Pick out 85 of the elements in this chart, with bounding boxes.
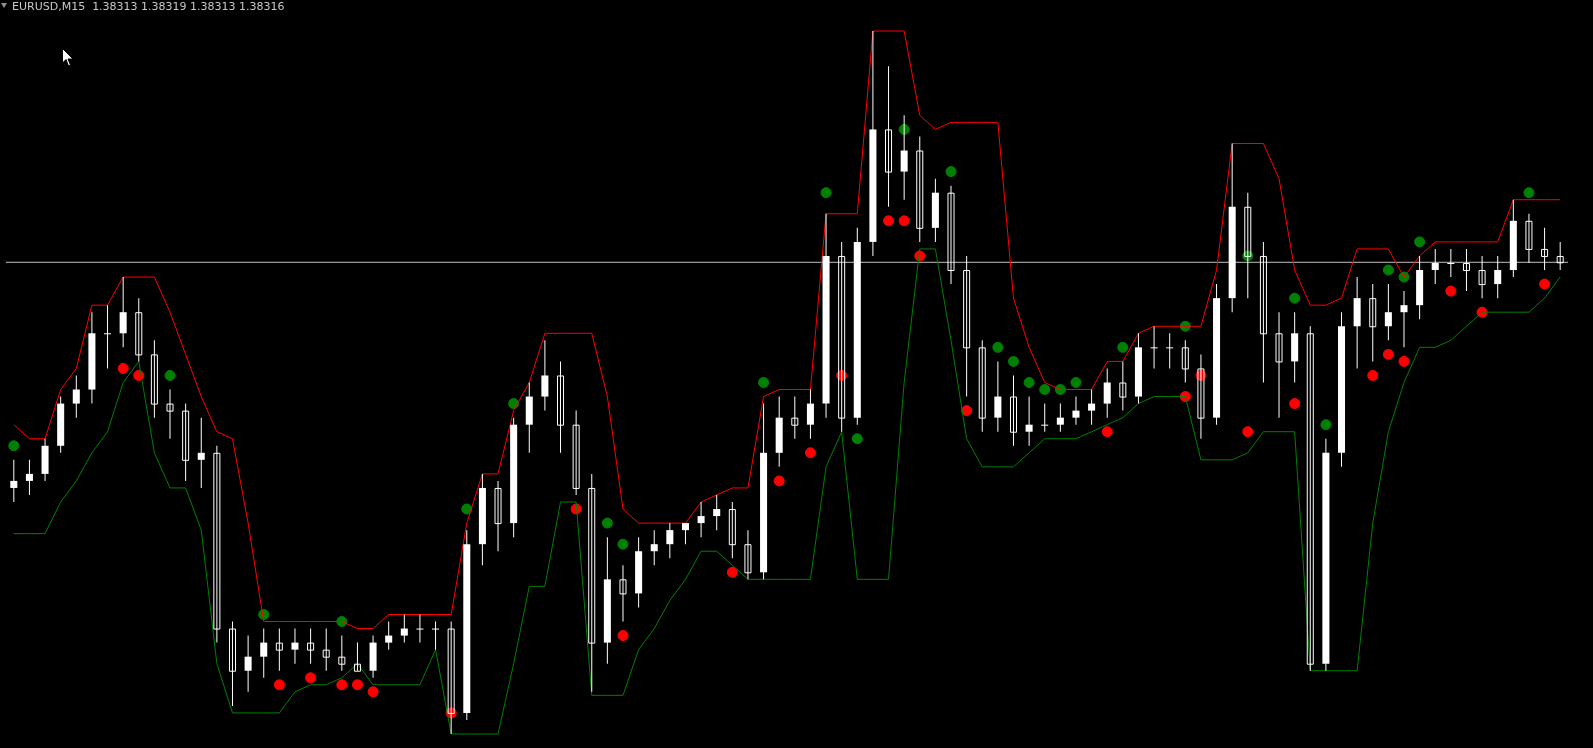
candlestick (1369, 284, 1377, 362)
candlestick (963, 255, 971, 397)
candlestick (1541, 227, 1549, 271)
candlestick (1181, 340, 1189, 383)
point (164, 369, 176, 381)
candlestick (885, 66, 893, 207)
candlestick (322, 628, 330, 671)
chart-title: EURUSD,M15 1.38313 1.38319 1.38313 1.38316 (12, 0, 285, 13)
point (1101, 426, 1113, 438)
candlestick (1009, 375, 1018, 446)
point (601, 517, 613, 529)
point (336, 679, 348, 691)
point (773, 475, 785, 487)
candlestick (135, 298, 143, 362)
point (758, 377, 770, 388)
candlestick (275, 628, 283, 671)
point (117, 362, 129, 374)
point (1007, 355, 1019, 367)
candlestick (182, 403, 190, 481)
point (961, 405, 973, 417)
candlestick (947, 185, 955, 285)
candlestick (728, 502, 736, 559)
point (804, 447, 816, 459)
point (1117, 341, 1129, 353)
point (945, 166, 957, 178)
candlestick (197, 417, 205, 488)
candlestick (228, 621, 236, 706)
candlestick (338, 635, 346, 671)
point (820, 187, 832, 199)
point (1289, 292, 1301, 304)
point (367, 686, 379, 698)
point (1289, 398, 1301, 410)
candlestick (213, 445, 221, 643)
candlestick (1525, 213, 1533, 263)
point (617, 538, 629, 550)
candlestick (166, 389, 174, 439)
point (1523, 187, 1535, 199)
candlestick (1478, 255, 1486, 299)
point (1398, 355, 1410, 367)
candlestick (916, 136, 924, 242)
point (351, 679, 363, 691)
candlestick (744, 530, 752, 580)
point (305, 672, 317, 684)
candlestick (150, 340, 158, 418)
point (1070, 377, 1082, 388)
point (1023, 377, 1035, 388)
candlestick (1041, 403, 1049, 432)
candlestick (1306, 326, 1314, 671)
candlestick (1447, 248, 1455, 278)
candlestick (1275, 312, 1283, 418)
candlestick (572, 410, 580, 495)
point (617, 630, 629, 642)
candlestick (1150, 326, 1158, 369)
candlestick (1556, 241, 1564, 271)
point (1382, 264, 1394, 276)
candlestick (588, 473, 596, 692)
point (1242, 426, 1254, 438)
candlestick (1166, 333, 1174, 369)
point (273, 679, 285, 691)
point (1539, 278, 1551, 290)
point (1382, 348, 1394, 360)
candlestick (353, 642, 361, 672)
point (461, 503, 473, 515)
point (1320, 419, 1332, 431)
candlestick (494, 480, 502, 552)
point (992, 341, 1004, 353)
candlestick (619, 565, 627, 622)
candlestick (1259, 241, 1267, 383)
candlestick (1462, 248, 1470, 292)
point (1445, 285, 1457, 297)
point (1039, 384, 1051, 396)
point (1367, 369, 1379, 381)
point (1414, 236, 1426, 248)
candlestick (791, 396, 799, 439)
candlestick (432, 621, 440, 650)
candlestick (416, 614, 424, 643)
point (883, 215, 895, 227)
candlestick (557, 361, 565, 453)
point (8, 440, 20, 452)
candlestick (104, 305, 112, 369)
point (851, 433, 863, 445)
candlestick (978, 340, 986, 432)
point (898, 215, 910, 227)
point (726, 566, 738, 578)
candlestick (1119, 361, 1127, 411)
